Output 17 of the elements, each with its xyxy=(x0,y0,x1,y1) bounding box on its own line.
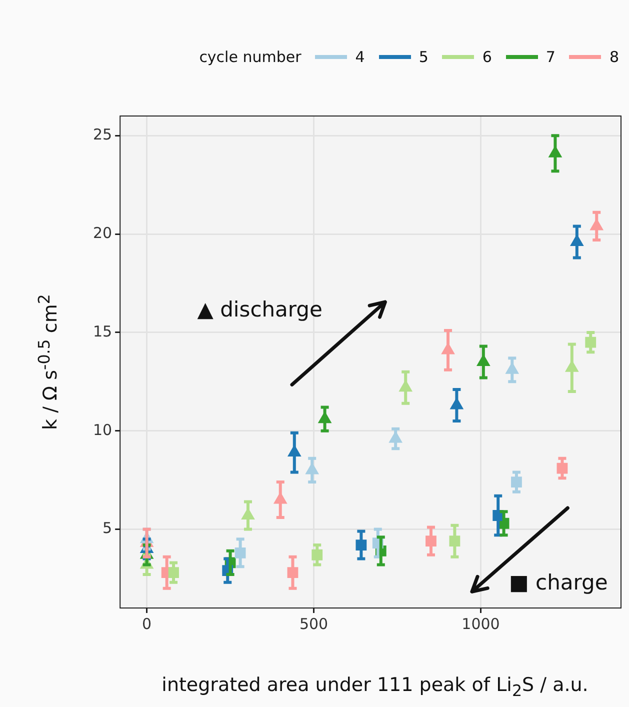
legend-label: 6 xyxy=(482,48,492,66)
annotation: ▲ discharge xyxy=(197,297,322,322)
x-tick-label: 1000 xyxy=(462,614,500,633)
legend-label: 7 xyxy=(546,48,556,66)
legend-label: 4 xyxy=(355,48,365,66)
x-tick-label: 500 xyxy=(299,614,328,633)
y-tick-label: 20 xyxy=(92,224,112,242)
y-tick-label: 5 xyxy=(102,519,112,538)
annotation: ■ charge xyxy=(509,570,608,594)
legend-label: 8 xyxy=(609,48,619,66)
x-axis-title: integrated area under 111 peak of Li$_{2}$S / a.u. xyxy=(162,674,588,700)
y-tick-label: 15 xyxy=(92,322,112,340)
legend-title: cycle number xyxy=(199,48,302,66)
y-tick-label: 10 xyxy=(92,420,112,439)
legend-label: 5 xyxy=(418,48,428,66)
y-tick-label: 25 xyxy=(92,126,112,144)
x-tick-label: 0 xyxy=(142,614,152,633)
